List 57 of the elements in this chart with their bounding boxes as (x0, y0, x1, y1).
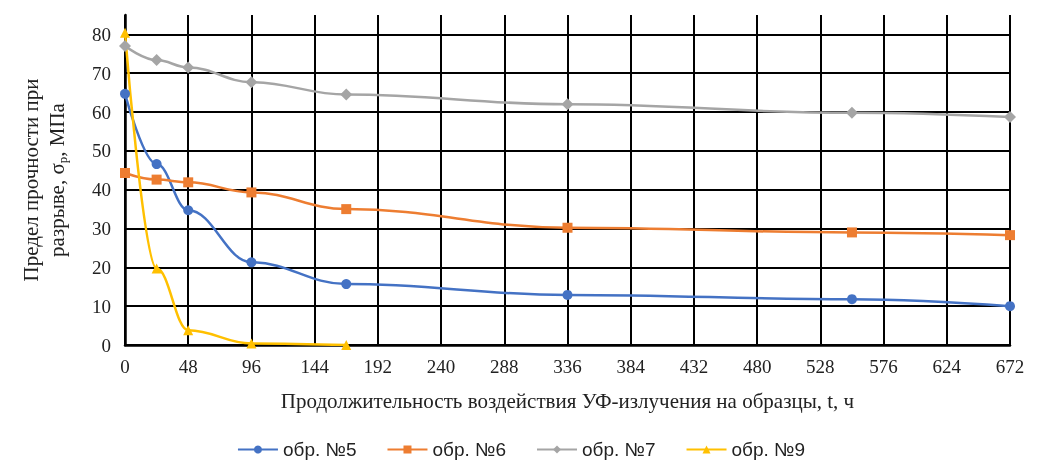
point (562, 222, 573, 233)
x-tick-label: 144 (300, 356, 330, 377)
point (150, 54, 163, 67)
x-tick-label: 480 (742, 356, 772, 377)
point (846, 227, 857, 238)
legend-label: обр. №6 (432, 439, 507, 460)
x-tick-label: 576 (869, 356, 898, 377)
legend-label: обр. №5 (282, 439, 357, 460)
point (119, 40, 131, 53)
point (562, 289, 573, 300)
point (1005, 230, 1015, 241)
x-tick-label: 384 (616, 356, 646, 377)
point (1004, 111, 1016, 124)
x-tick-label: 48 (178, 356, 198, 377)
y-tick-label: 80 (92, 23, 111, 45)
legend-label: обр. №9 (731, 439, 806, 460)
legend-label: обр. №7 (582, 439, 656, 460)
point (246, 187, 257, 198)
point (341, 204, 352, 215)
point (120, 88, 130, 99)
y-tick-label: 40 (92, 179, 111, 201)
point (120, 168, 130, 179)
point (183, 325, 194, 336)
x-tick-label: 528 (806, 356, 835, 377)
x-tick-label: 240 (426, 356, 456, 377)
x-tick-label: 0 (120, 356, 130, 377)
x-tick-label: 288 (490, 356, 519, 377)
y-tick-label: 60 (92, 101, 111, 123)
point (341, 279, 352, 290)
point (1005, 301, 1015, 312)
point (340, 88, 353, 101)
y-tick-label: 0 (101, 334, 111, 356)
point (151, 174, 162, 185)
y-tick-label: 10 (92, 295, 111, 317)
point (245, 76, 258, 89)
x-tick-label: 96 (241, 356, 261, 377)
point (246, 338, 257, 349)
x-tick-label: 672 (995, 356, 1025, 377)
y-tick-label: 50 (92, 140, 111, 162)
y-tick-label: 30 (92, 218, 111, 240)
point (151, 263, 162, 274)
point (120, 27, 130, 38)
point (183, 205, 194, 216)
point (182, 61, 195, 74)
point (341, 340, 352, 350)
y-tick-label: 20 (92, 256, 111, 278)
x-tick-label: 624 (932, 356, 962, 377)
point (151, 159, 162, 170)
point (183, 177, 194, 188)
x-axis-title: Продолжительность воздействия УФ-излучения на образцы, t, ч (280, 388, 855, 413)
x-tick-label: 192 (363, 356, 393, 377)
point (561, 98, 574, 111)
x-tick-label: 432 (679, 356, 709, 377)
x-tick-label: 336 (553, 356, 582, 377)
point (246, 257, 257, 268)
y-tick-label: 70 (92, 62, 111, 84)
point (846, 294, 857, 305)
